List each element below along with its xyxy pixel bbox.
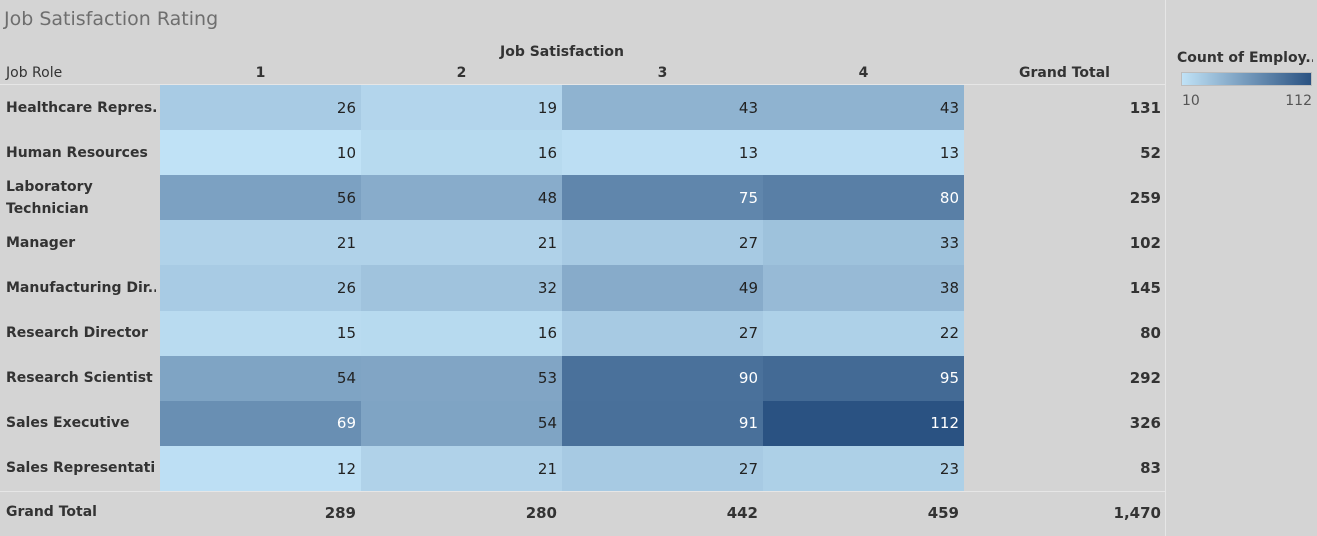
heatmap-cell[interactable]: 48 [361,175,562,221]
grand-total-column-header: Grand Total [1019,65,1110,81]
heatmap-cell[interactable]: 56 [160,175,361,221]
heatmap-cell[interactable]: 23 [763,445,964,492]
heatmap-cell[interactable]: 90 [562,355,763,402]
grand-total-divider [0,491,1165,492]
column-header-3: 3 [657,65,668,81]
column-grand-total: 442 [726,504,758,522]
heatmap-cell[interactable]: 27 [562,445,763,492]
heatmap-cell[interactable]: 43 [562,85,763,131]
heatmap-cell[interactable]: 54 [160,355,361,402]
heatmap-cell[interactable]: 16 [361,130,562,176]
row-grand-total: 83 [1140,459,1161,478]
heatmap-cell[interactable]: 21 [361,445,562,492]
column-group-header: Job Satisfaction [500,44,624,60]
row-grand-total: 259 [1129,188,1161,207]
column-header-1: 1 [255,65,266,81]
row-grand-total: 145 [1129,278,1161,297]
legend-max-label: 112 [1285,93,1312,109]
grand-total-row-label: Grand Total [6,504,97,520]
heatmap-cell[interactable]: 26 [160,85,361,131]
heatmap-cell[interactable]: 54 [361,400,562,447]
row-label: Human Resources [6,144,148,161]
heatmap-cell[interactable]: 16 [361,310,562,357]
row-label: Sales Representati.. [6,460,156,477]
row-header: Job Role [6,65,63,81]
row-label: Manager [6,234,76,251]
heatmap-cell[interactable]: 69 [160,400,361,447]
heatmap-cell[interactable]: 13 [562,130,763,176]
legend-separator [1165,0,1166,536]
chart-title: Job Satisfaction Rating [4,8,219,30]
heatmap-cell[interactable]: 95 [763,355,964,402]
heatmap-cell[interactable]: 32 [361,265,562,311]
column-grand-total: 289 [324,504,356,522]
row-label: Laboratory Technician [6,178,93,217]
heatmap-cell[interactable]: 26 [160,265,361,311]
heatmap-cell[interactable]: 112 [763,400,964,447]
heatmap-cell[interactable]: 27 [562,310,763,357]
row-label: Sales Executive [6,415,130,432]
heatmap-cell[interactable]: 12 [160,445,361,492]
header-divider [0,84,1165,85]
heatmap-cell[interactable]: 43 [763,85,964,131]
column-grand-total: 459 [927,504,959,522]
heatmap-cell[interactable]: 21 [160,220,361,266]
legend-title[interactable]: Count of Employ.. [1177,50,1313,66]
row-grand-total: 52 [1140,143,1161,162]
row-grand-total: 131 [1129,98,1161,117]
row-label: Research Scientist [6,370,153,387]
row-label: Research Director [6,325,148,342]
heatmap-cell[interactable]: 38 [763,265,964,311]
heatmap-cell[interactable]: 19 [361,85,562,131]
legend-color-ramp [1181,72,1312,86]
heatmap-cell[interactable]: 75 [562,175,763,221]
row-grand-total: 326 [1129,414,1161,433]
heatmap-cell[interactable]: 21 [361,220,562,266]
overall-grand-total: 1,470 [1113,504,1161,522]
heatmap-cell[interactable]: 22 [763,310,964,357]
heatmap-cell[interactable]: 33 [763,220,964,266]
heatmap-cell[interactable]: 53 [361,355,562,402]
row-grand-total: 102 [1129,233,1161,252]
column-grand-total: 280 [525,504,557,522]
column-header-4: 4 [858,65,869,81]
row-label: Manufacturing Dir.. [6,279,156,296]
column-header-2: 2 [456,65,467,81]
legend-min-label: 10 [1182,93,1200,109]
row-grand-total: 80 [1140,324,1161,343]
heatmap-cell[interactable]: 80 [763,175,964,221]
heatmap-cell[interactable]: 49 [562,265,763,311]
row-label: Healthcare Repres.. [6,99,156,116]
heatmap-cell[interactable]: 27 [562,220,763,266]
row-grand-total: 292 [1129,369,1161,388]
heatmap-cell[interactable]: 15 [160,310,361,357]
heatmap-cell[interactable]: 10 [160,130,361,176]
heatmap-cell[interactable]: 91 [562,400,763,447]
heatmap-cell[interactable]: 13 [763,130,964,176]
